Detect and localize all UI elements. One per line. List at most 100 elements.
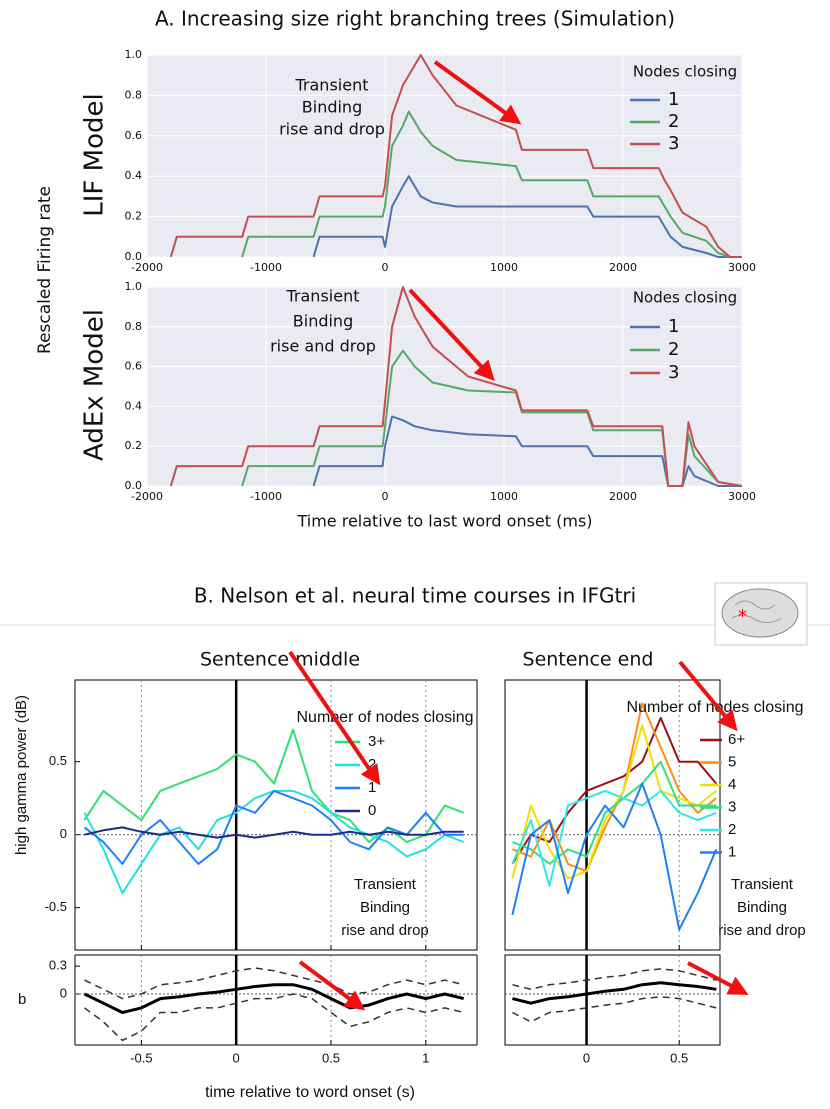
figure-a-ylabel: Rescaled Firing rate [35, 186, 55, 354]
y-tick-label: -0.5 [45, 899, 67, 914]
x-tick-label: -1000 [250, 261, 282, 274]
annotation: rise and drop [279, 120, 385, 139]
x-tick-label: 0 [583, 1050, 590, 1065]
series-line [169, 54, 742, 258]
series-line [512, 760, 717, 865]
panel: Number of nodes closing 6+ 5 4 3 2 1 Transient B… [504, 679, 806, 951]
series-line [83, 789, 464, 865]
y-tick-label: 0.4 [125, 169, 143, 182]
legend-title: Number of nodes closing [297, 709, 474, 726]
x-tick-label: 0.5 [322, 1050, 340, 1065]
annotation: Binding [293, 312, 353, 331]
legend-label: 3+ [368, 733, 385, 750]
series-line [512, 702, 717, 873]
panel: 0 0.5 [504, 954, 721, 1065]
annotation: rise and drop [718, 922, 806, 939]
legend-label: 1 [668, 316, 679, 337]
y-tick-label: 0.2 [125, 210, 143, 223]
legend-label: 2 [668, 339, 679, 360]
annotation: rise and drop [270, 337, 376, 356]
x-tick-label: -1000 [250, 490, 282, 503]
series-line [84, 967, 464, 1000]
legend-label: 0 [368, 802, 376, 819]
x-tick-label: -2000 [131, 261, 163, 274]
legend-label: 3 [668, 133, 679, 154]
series-line [83, 728, 465, 843]
y-tick-label: 0.8 [125, 88, 143, 101]
plot-area [74, 954, 478, 1046]
panel-title: LIF Model [80, 93, 110, 216]
arrows [288, 60, 749, 1011]
figure-a-title: A. Increasing size right branching trees… [155, 7, 675, 31]
figure-b-title: B. Nelson et al. neural time courses in … [194, 584, 636, 608]
series-line [312, 415, 742, 487]
x-tick-label: 0 [382, 261, 389, 274]
annotation: Binding [360, 899, 410, 916]
panel-title: Sentence end [523, 649, 654, 671]
legend-label: 5 [728, 753, 736, 770]
x-tick-label: 1000 [490, 261, 518, 274]
x-tick-label: -2000 [131, 490, 163, 503]
panel-title: AdEx Model [80, 309, 110, 461]
legend-title: Nodes closing [633, 289, 737, 307]
x-tick-label: 3000 [728, 490, 756, 503]
annotation: Transient [295, 76, 369, 95]
y-tick-label: 0.2 [125, 439, 143, 452]
y-tick-label: 0.3 [49, 958, 67, 973]
svg-text:*: * [738, 606, 747, 627]
y-tick-label: 0.5 [49, 753, 67, 768]
legend-label: 3 [728, 798, 736, 815]
legend-label: 4 [728, 776, 736, 793]
series-line [511, 782, 718, 931]
legend-label: 1 [728, 843, 736, 860]
panel: 0.0 0.2 0.4 0.6 0.8 1.0 -2000 -1000 0 1000 2000 300… [125, 48, 757, 274]
series-line [512, 996, 717, 1023]
figure-b-xlabel: time relative to word onset (s) [205, 1084, 415, 1101]
x-tick-label: 0.5 [670, 1050, 688, 1065]
annotation: Transient [731, 876, 794, 893]
annotation: Transient [286, 287, 360, 306]
plots: 0.00.20.40.60.81.0-2000 -1000 0 1000 2000 300… [45, 48, 806, 1065]
series-line [511, 789, 717, 887]
series-line [169, 286, 743, 487]
x-tick-label: 0 [382, 490, 389, 503]
y-tick-label: 0.6 [125, 129, 143, 142]
series-line [84, 826, 464, 839]
legend-label: 2 [668, 111, 679, 132]
panel: 0.0 0.2 0.4 0.6 0.8 1.0 -2000 -1000 0 1000 2000 300… [125, 280, 757, 503]
y-tick-label: 0 [60, 985, 67, 1000]
brain-icon: * [714, 582, 808, 646]
x-tick-label: 1000 [490, 490, 518, 503]
y-tick-label: 0.8 [125, 320, 143, 333]
x-tick-label: -0.5 [130, 1050, 152, 1065]
legend-label: 3 [668, 362, 679, 383]
x-tick-label: 3000 [728, 261, 756, 274]
figure-b-ylabel: high gamma power (dB) [13, 695, 30, 855]
series-line [241, 110, 742, 258]
legend-title: Number of nodes closing [627, 699, 804, 716]
series-line [512, 968, 717, 991]
y-tick-label: 0.0 [125, 479, 143, 492]
legend-label: 1 [368, 779, 376, 796]
y-tick-label: 0.4 [125, 399, 143, 412]
plot-area [74, 679, 478, 951]
legend-label: 2 [728, 821, 736, 838]
series-line [512, 981, 717, 1005]
x-tick-label: 2000 [609, 490, 637, 503]
figure-a-xlabel: Time relative to last word onset (ms) [296, 512, 592, 531]
legend-label: 6+ [728, 731, 745, 748]
annotation: Binding [302, 98, 362, 117]
legend-title: Nodes closing [633, 63, 737, 81]
x-tick-label: 0 [233, 1050, 240, 1065]
series-line [83, 983, 465, 1014]
plot-area [147, 55, 742, 257]
series-line [312, 175, 742, 258]
annotation: Transient [354, 876, 417, 893]
panel: 0 0.3 -0.5 0 0.5 1 [49, 954, 478, 1065]
panel-title: Sentence middle [200, 649, 360, 671]
y-tick-label: 1.0 [125, 48, 143, 61]
annotation: rise and drop [341, 922, 429, 939]
x-tick-label: 1 [422, 1050, 429, 1065]
